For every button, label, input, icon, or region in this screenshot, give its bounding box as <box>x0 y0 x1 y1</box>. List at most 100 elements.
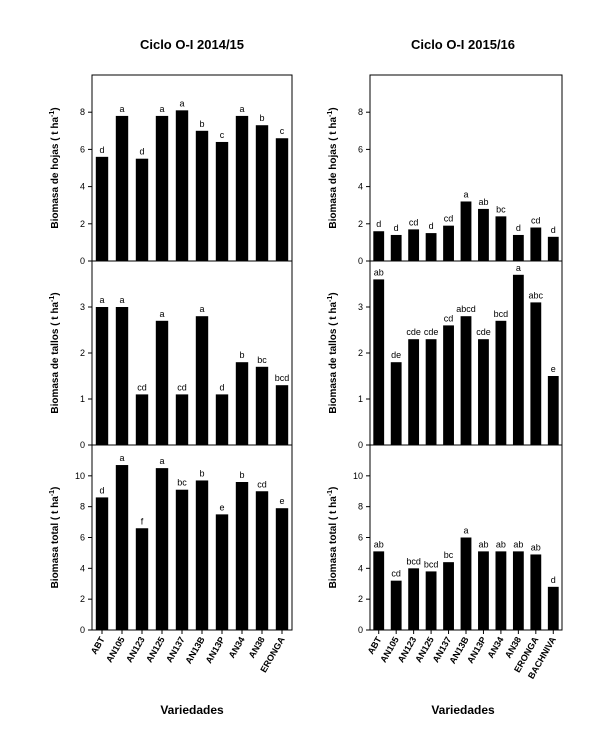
bar <box>547 236 559 261</box>
bar-significance-letter: cd <box>257 479 267 489</box>
bar <box>95 497 109 630</box>
bar-significance-letter: a <box>99 295 104 305</box>
bar-significance-letter: d <box>551 225 556 235</box>
y-axis-label: Biomasa de tallos ( t ha-1) <box>49 292 61 413</box>
bar-significance-letter: cd <box>391 569 401 579</box>
bar-significance-letter: cd <box>177 382 187 392</box>
bar-significance-letter: d <box>99 485 104 495</box>
bar-significance-letter: d <box>219 382 224 392</box>
right-x-axis-title: Variedades <box>431 703 495 717</box>
bar-significance-letter: a <box>239 104 244 114</box>
bar <box>408 568 420 630</box>
bar-significance-letter: c <box>280 126 285 136</box>
y-tick-label: 8 <box>358 107 363 117</box>
bar <box>135 158 149 261</box>
bar <box>547 376 559 445</box>
bar-significance-letter: bc <box>257 355 267 365</box>
x-tick-label: AN13P <box>204 635 227 665</box>
bar <box>215 514 229 630</box>
bar-significance-letter: b <box>199 119 204 129</box>
bar-significance-letter: e <box>551 364 556 374</box>
bar <box>390 362 402 445</box>
bar <box>495 551 507 630</box>
bar-significance-letter: a <box>516 263 521 273</box>
bar <box>443 562 454 630</box>
bar <box>373 231 385 261</box>
y-tick-label: 2 <box>358 348 363 358</box>
y-tick-label: 8 <box>80 502 85 512</box>
x-tick-label: AN34 <box>227 635 247 660</box>
bar <box>235 362 249 445</box>
bar <box>175 394 189 445</box>
bar-significance-letter: ab <box>496 539 506 549</box>
chart-panel-left-2: 0 2 4 6 8 10 Biomasa total ( t ha-1) d a f a bc b e b c… <box>49 444 293 674</box>
y-tick-label: 8 <box>80 107 85 117</box>
bar <box>175 489 189 630</box>
bar <box>390 234 402 261</box>
bar-significance-letter: d <box>99 145 104 155</box>
y-tick-label: 8 <box>358 502 363 512</box>
bar-significance-letter: ab <box>374 539 384 549</box>
y-tick-label: 4 <box>80 563 85 573</box>
y-axis-label: Biomasa total ( t ha-1) <box>327 487 339 589</box>
bar <box>155 468 169 630</box>
bar <box>255 366 269 445</box>
bar-significance-letter: cd <box>409 217 419 227</box>
y-axis-label: Biomasa total ( t ha-1) <box>49 487 61 589</box>
bar <box>373 279 385 445</box>
bar-significance-letter: b <box>259 113 264 123</box>
bar-significance-letter: a <box>119 104 124 114</box>
bar-significance-letter: bcd <box>424 559 439 569</box>
bar-significance-letter: c <box>220 130 225 140</box>
bar-significance-letter: d <box>429 221 434 231</box>
y-tick-label: 0 <box>80 440 85 450</box>
bar-significance-letter: ab <box>374 267 384 277</box>
bar <box>495 216 507 261</box>
bar-significance-letter: d <box>139 147 144 157</box>
chart-panel-left-1: 0 1 2 3 Biomasa de tallos ( t ha-1) a a cd a cd a d… <box>49 260 293 450</box>
y-tick-label: 10 <box>353 471 363 481</box>
bar-significance-letter: ab <box>513 539 523 549</box>
y-tick-label: 1 <box>80 394 85 404</box>
bar <box>135 394 149 445</box>
bar-significance-letter: cd <box>444 313 454 323</box>
y-tick-label: 1 <box>358 394 363 404</box>
y-tick-label: 2 <box>358 594 363 604</box>
bar <box>530 302 542 445</box>
y-tick-label: 2 <box>80 348 85 358</box>
bar-significance-letter: cde <box>476 327 491 337</box>
bar <box>155 320 169 445</box>
bar <box>443 325 454 445</box>
bar <box>135 528 149 630</box>
bar <box>215 141 229 261</box>
bar <box>195 130 209 261</box>
bar-significance-letter: a <box>463 189 468 199</box>
bar-significance-letter: ab <box>478 539 488 549</box>
bar <box>460 537 472 630</box>
y-tick-label: 3 <box>80 302 85 312</box>
bar-significance-letter: ab <box>478 197 488 207</box>
bar-significance-letter: d <box>376 219 381 229</box>
bar-significance-letter: d <box>551 575 556 585</box>
bar-significance-letter: a <box>119 453 124 463</box>
right-column-title: Ciclo O-I 2015/16 <box>411 37 515 52</box>
y-tick-label: 2 <box>80 219 85 229</box>
bar <box>115 465 129 630</box>
y-tick-label: 6 <box>358 144 363 154</box>
bar <box>443 225 454 261</box>
bar <box>275 508 289 630</box>
bar <box>425 571 437 630</box>
y-tick-label: 2 <box>358 219 363 229</box>
bar-significance-letter: a <box>159 309 164 319</box>
bar-significance-letter: cd <box>444 214 454 224</box>
bar <box>115 115 129 261</box>
bar <box>235 115 249 261</box>
bar-significance-letter: e <box>219 502 224 512</box>
bar-significance-letter: cde <box>424 327 439 337</box>
bar-significance-letter: abcd <box>456 304 476 314</box>
bar-significance-letter: b <box>239 470 244 480</box>
